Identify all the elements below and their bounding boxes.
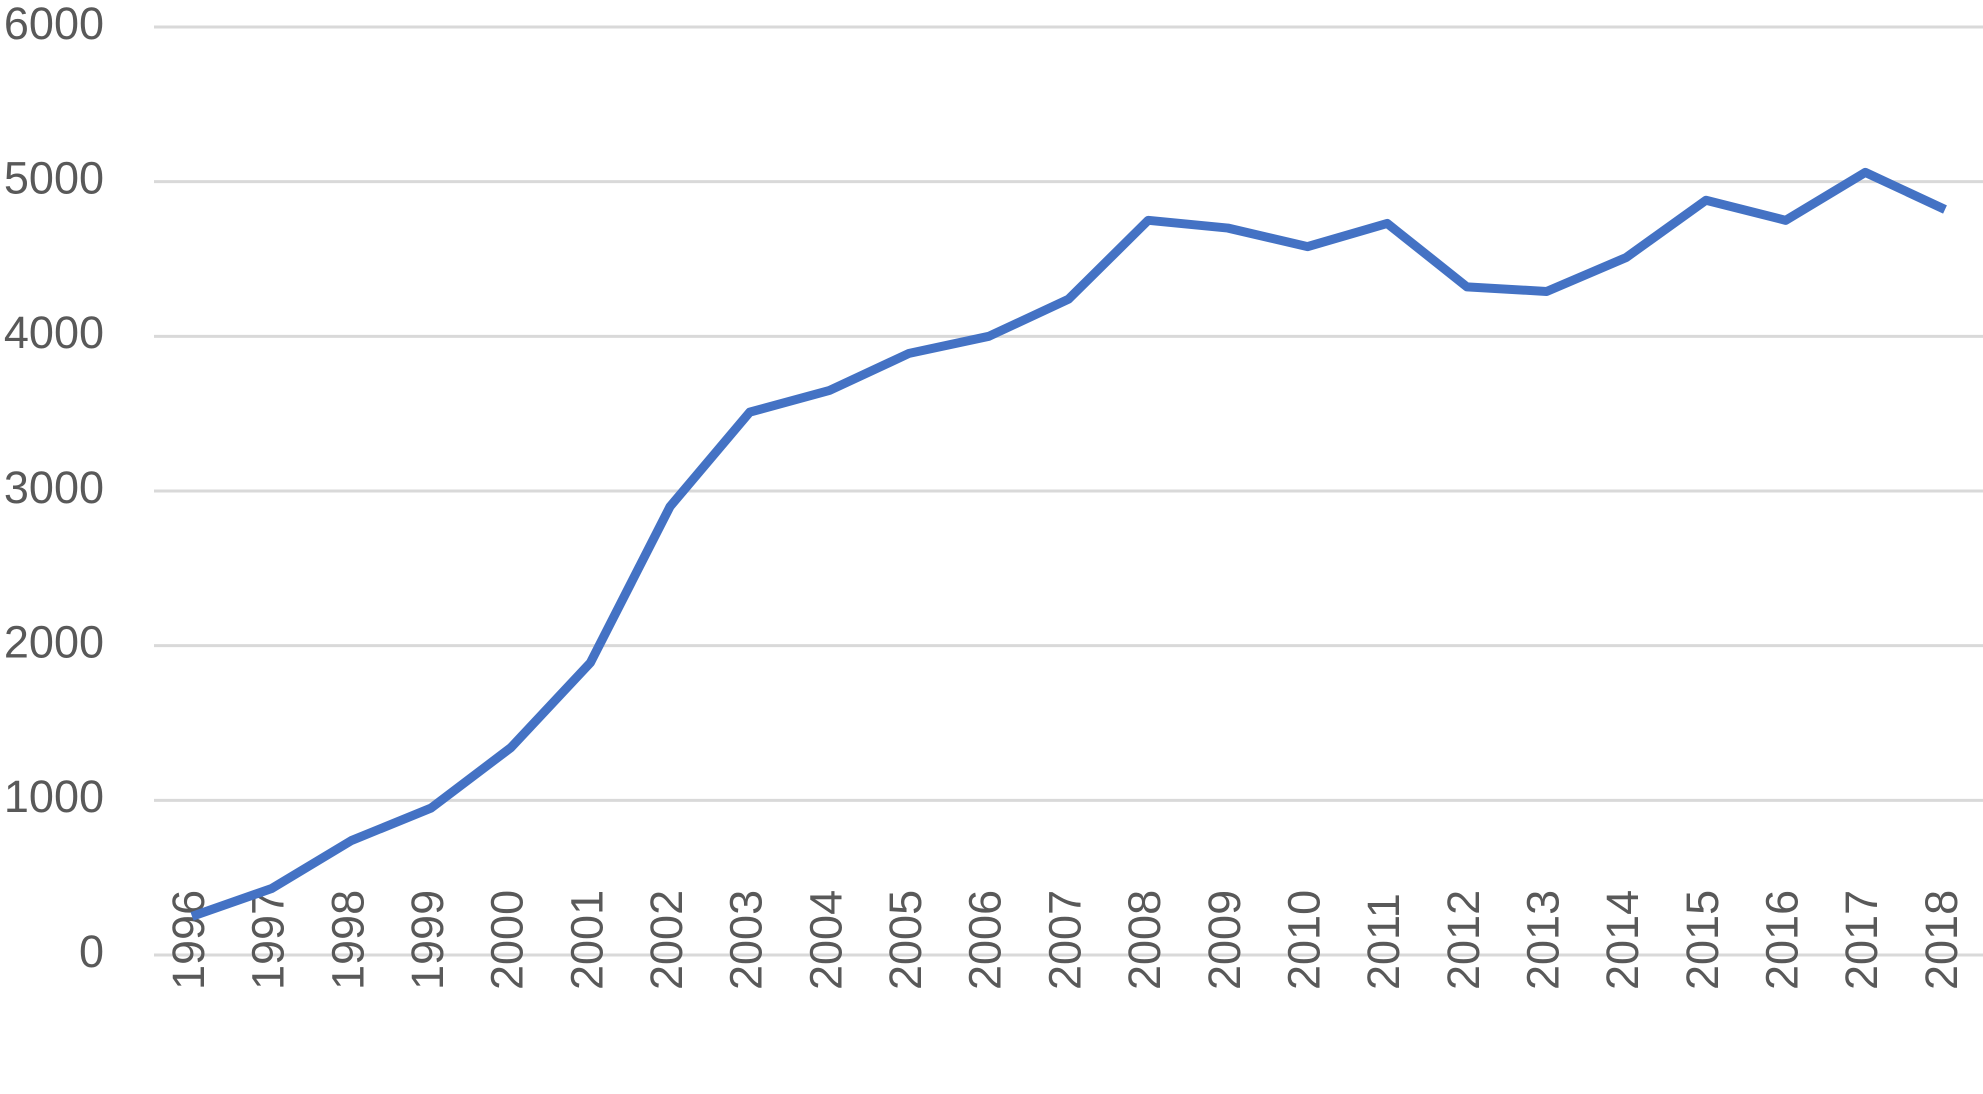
x-tick-label: 2018	[1916, 890, 1967, 990]
x-tick-label: 2004	[800, 890, 851, 990]
data-line	[190, 167, 1947, 921]
y-tick-label: 1000	[4, 771, 104, 822]
y-tick-label: 2000	[4, 617, 104, 668]
x-tick-label: 1996	[163, 890, 214, 990]
y-tick-label: 5000	[4, 153, 104, 204]
x-tick-label: 2014	[1597, 890, 1648, 990]
x-tick-label: 2008	[1119, 890, 1170, 990]
x-tick-label: 1997	[243, 890, 294, 990]
y-tick-label: 6000	[4, 0, 104, 49]
x-tick-label: 2010	[1278, 890, 1329, 990]
x-tick-label: 2009	[1199, 890, 1250, 990]
x-tick-label: 2011	[1358, 893, 1409, 990]
x-tick-label: 2013	[1517, 890, 1568, 990]
y-tick-label: 0	[79, 926, 104, 977]
x-tick-label: 2006	[960, 890, 1011, 990]
x-tick-label: 1998	[322, 890, 373, 990]
x-tick-label: 2001	[561, 890, 612, 990]
x-tick-label: 2007	[1039, 890, 1090, 990]
x-tick-label: 2003	[721, 890, 772, 990]
x-tick-label: 1999	[402, 890, 453, 990]
y-tick-label: 3000	[4, 462, 104, 513]
x-tick-label: 2016	[1757, 890, 1808, 990]
x-tick-label: 2015	[1677, 890, 1728, 990]
x-tick-label: 2017	[1836, 890, 1887, 990]
y-tick-label: 4000	[4, 307, 104, 358]
x-tick-label: 2012	[1438, 890, 1489, 990]
x-tick-label: 2002	[641, 890, 692, 990]
x-tick-label: 2000	[482, 890, 533, 990]
x-tick-label: 2005	[880, 890, 931, 990]
